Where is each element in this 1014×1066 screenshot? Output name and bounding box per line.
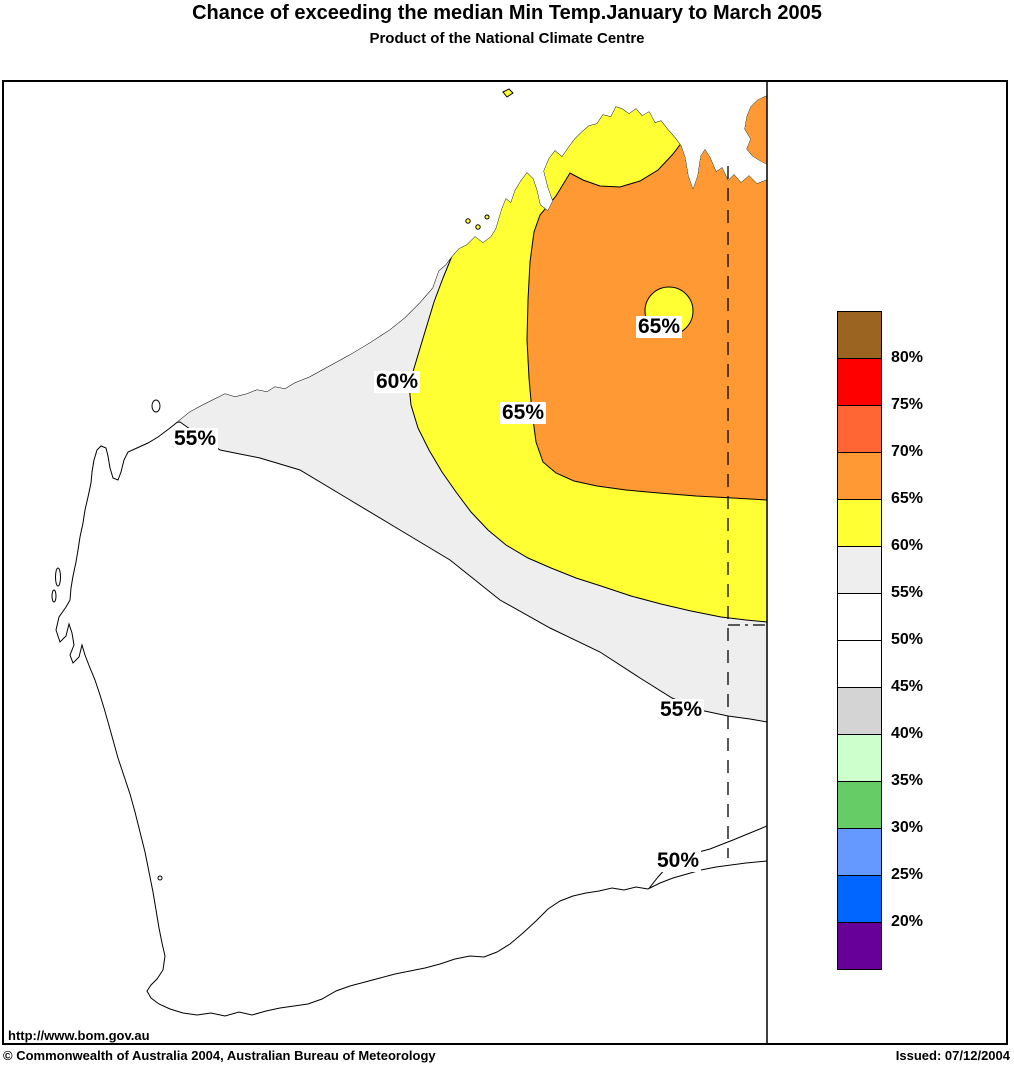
legend-swatch <box>837 640 882 688</box>
legend-swatch <box>837 828 882 876</box>
legend-label: 30% <box>891 819 924 836</box>
legend-swatch <box>837 922 882 970</box>
contour-value-label: 60% <box>374 370 421 393</box>
bom-url-text: http://www.bom.gov.au <box>8 1028 150 1043</box>
legend-label: 75% <box>891 396 924 413</box>
legend-swatch <box>837 593 882 641</box>
band-65-70 <box>526 96 767 501</box>
legend-label: 25% <box>891 866 924 883</box>
legend-swatch <box>837 311 882 359</box>
contour-value-label: 55% <box>658 698 705 721</box>
legend-swatch <box>837 734 882 782</box>
legend-label: 40% <box>891 725 924 742</box>
legend-label: 35% <box>891 772 924 789</box>
contour-value-label: 50% <box>655 849 702 872</box>
page-title: Chance of exceeding the median Min Temp.… <box>192 2 822 24</box>
legend-label: 50% <box>891 631 924 648</box>
legend-swatch <box>837 358 882 406</box>
copyright-text: © Commonwealth of Australia 2004, Austra… <box>3 1048 436 1063</box>
contour-value-label: 65% <box>636 315 683 338</box>
legend-swatch <box>837 452 882 500</box>
contour-value-label: 55% <box>172 427 219 450</box>
legend-swatch <box>837 546 882 594</box>
page-subtitle: Product of the National Climate Centre <box>369 30 645 47</box>
islands <box>51 88 514 881</box>
legend-swatch <box>837 875 882 923</box>
contour-value-label: 65% <box>500 401 547 424</box>
legend-label: 60% <box>891 537 924 554</box>
legend-swatch <box>837 687 882 735</box>
legend-swatch <box>837 781 882 829</box>
legend-swatch <box>837 405 882 453</box>
legend-label: 45% <box>891 678 924 695</box>
legend-label: 80% <box>891 349 924 366</box>
legend-label: 65% <box>891 490 924 507</box>
legend-label: 20% <box>891 913 924 930</box>
legend-swatch <box>837 499 882 547</box>
issued-date-text: Issued: 07/12/2004 <box>895 1048 1010 1063</box>
legend-label: 55% <box>891 584 924 601</box>
legend-label: 70% <box>891 443 924 460</box>
